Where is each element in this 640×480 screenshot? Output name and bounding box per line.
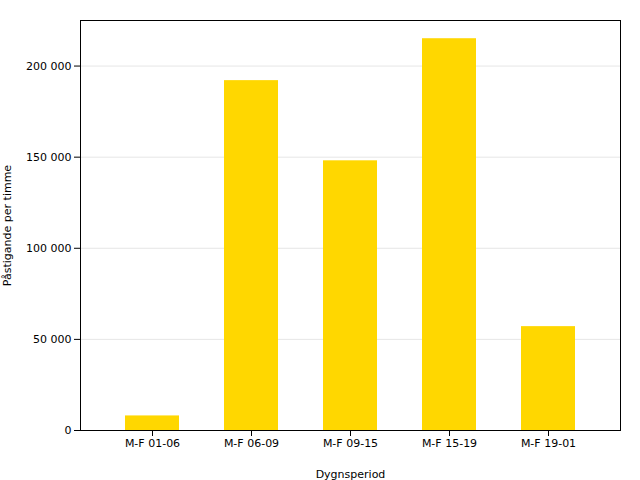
svg-text:100 000: 100 000: [26, 242, 72, 255]
svg-text:M-F 09-15: M-F 09-15: [323, 437, 378, 450]
svg-text:Dygnsperiod: Dygnsperiod: [316, 468, 386, 480]
svg-text:50 000: 50 000: [33, 333, 72, 346]
svg-text:0: 0: [65, 424, 72, 437]
svg-text:M-F 15-19: M-F 15-19: [422, 437, 477, 450]
svg-text:M-F 06-09: M-F 06-09: [224, 437, 279, 450]
svg-text:150 000: 150 000: [26, 151, 72, 164]
svg-text:Påstigande per timme: Påstigande per timme: [1, 165, 14, 286]
svg-text:M-F 19-01: M-F 19-01: [521, 437, 576, 450]
svg-text:M-F 01-06: M-F 01-06: [125, 437, 180, 450]
svg-text:200 000: 200 000: [26, 60, 72, 73]
